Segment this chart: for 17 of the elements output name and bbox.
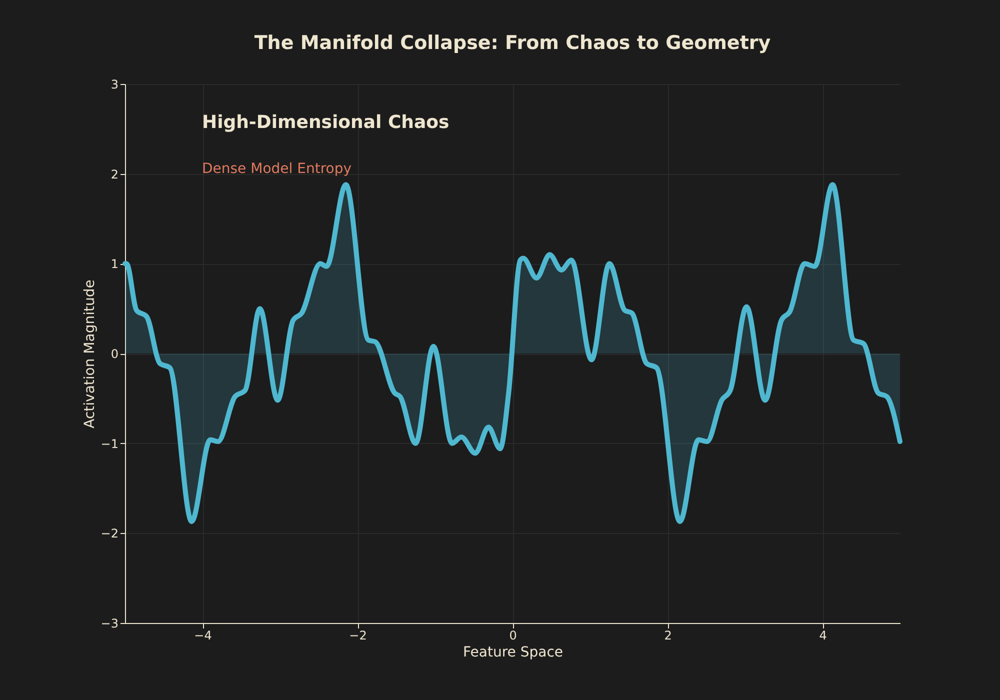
annotation: High-Dimensional Chaos — [202, 112, 450, 133]
y-tick-label: −3 — [100, 616, 118, 630]
x-tick-label: 4 — [819, 628, 827, 642]
y-tick-label: 3 — [110, 78, 118, 92]
y-tick-label: −2 — [100, 526, 118, 541]
x-tick-label: 0 — [509, 628, 517, 642]
y-tick-label: −1 — [100, 436, 118, 451]
x-tick-label: −2 — [349, 628, 367, 642]
chart-title: The Manifold Collapse: From Chaos to Geometry — [254, 32, 772, 54]
y-tick-label: 2 — [110, 167, 118, 182]
y-axis-title: Activation Magnitude — [82, 280, 98, 428]
annotation: Dense Model Entropy — [202, 161, 352, 177]
x-tick-label: 2 — [664, 628, 672, 642]
x-axis-title: Feature Space — [462, 644, 564, 660]
y-tick-label: 1 — [110, 257, 118, 272]
y-tick-label: 0 — [110, 347, 118, 361]
x-tick-label: −4 — [194, 628, 212, 642]
